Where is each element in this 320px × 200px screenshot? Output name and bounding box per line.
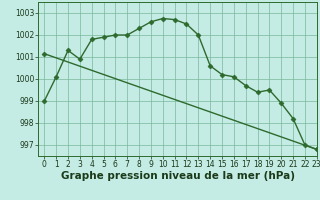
X-axis label: Graphe pression niveau de la mer (hPa): Graphe pression niveau de la mer (hPa) [60,171,295,181]
